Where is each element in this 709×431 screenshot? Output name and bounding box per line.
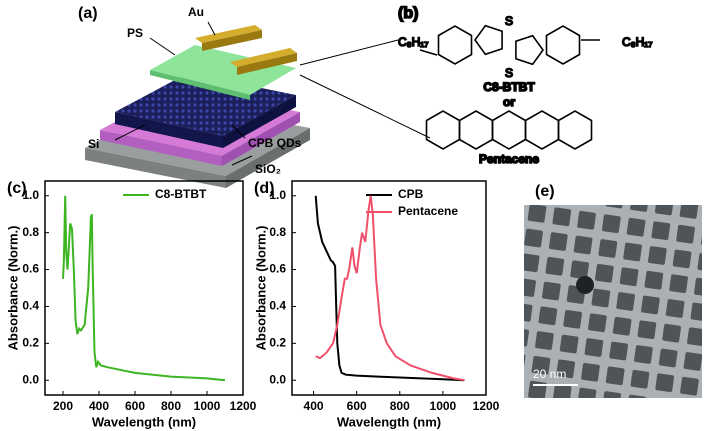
- connector-line: [299, 39, 399, 66]
- plot-frame: [44, 180, 244, 396]
- x-tick-label: 200: [53, 399, 73, 413]
- pointer: [149, 37, 176, 56]
- y-tick-label: 0.2: [269, 336, 286, 350]
- ring: [557, 110, 593, 150]
- bond: [419, 49, 438, 56]
- plot-frame: [291, 180, 487, 396]
- x-tick-label: 1000: [194, 399, 221, 413]
- au-electrode-side: [202, 30, 262, 51]
- y-tick-label: 1.0: [22, 188, 39, 202]
- data-line: [62, 195, 226, 382]
- scale-bar-label: 20 nm: [533, 367, 566, 381]
- au-electrode: [195, 25, 262, 43]
- substituent: C₈H₁₇: [622, 35, 652, 49]
- panel-label: (d): [254, 180, 274, 197]
- legend-label: CPB: [398, 187, 424, 201]
- atom: S: [505, 14, 513, 28]
- connector-word: or: [503, 95, 515, 109]
- y-tick-label: 0.0: [22, 372, 39, 386]
- legend-label: Pentacene: [398, 204, 458, 218]
- pointer: [231, 155, 253, 166]
- panel-label: (a): [78, 5, 98, 22]
- x-tick-label: 800: [161, 399, 181, 413]
- panel-label: (b): [398, 5, 418, 22]
- atom: S: [505, 66, 513, 80]
- pointer: [231, 124, 246, 139]
- ring: [458, 110, 494, 150]
- x-tick-label: 1000: [430, 399, 457, 413]
- ring: [545, 25, 581, 65]
- x-tick-label: 400: [89, 399, 109, 413]
- layer-label: Au: [188, 5, 204, 19]
- molecule-name: C8-BTBT: [483, 80, 535, 94]
- y-axis-title: Absorbance (Norm.): [253, 226, 268, 351]
- panel-label: (c): [7, 180, 27, 197]
- x-tick-label: 800: [390, 399, 410, 413]
- layer-label: SiO₂: [255, 162, 281, 176]
- y-tick-label: 0.4: [269, 299, 286, 313]
- si-layer-side: [85, 148, 226, 188]
- y-tick-label: 0.8: [269, 225, 286, 239]
- layer-label: CPB QDs: [248, 136, 302, 150]
- tem-feature: [576, 276, 594, 294]
- tem-panel: (e) 20 nm: [524, 183, 702, 398]
- substituent: C₈H₁₇: [398, 35, 428, 49]
- data-line: [314, 195, 465, 382]
- x-axis-title: Wavelength (nm): [337, 414, 441, 429]
- ps-layer: [150, 45, 296, 95]
- device: (a) PS Au CPB QDs Si SiO₂: [78, 5, 431, 188]
- y-tick-label: 0.4: [22, 299, 39, 313]
- molecules: (b) C₈H₁₇ C₈H₁₇ S S C8-BTBT or Pentacene: [397, 4, 653, 167]
- sio2-layer-side: [100, 130, 222, 166]
- si-layer-side: [226, 128, 310, 188]
- ring: [491, 110, 527, 150]
- layer-label: Si: [88, 137, 99, 151]
- y-tick-label: 0.6: [269, 262, 286, 276]
- x-tick-label: 600: [347, 399, 367, 413]
- pointer: [207, 21, 216, 36]
- ring: [515, 34, 544, 66]
- ring: [425, 110, 461, 150]
- x-axis-title: Wavelength (nm): [92, 414, 196, 429]
- x-tick-label: 1200: [230, 399, 257, 413]
- layer-label: PS: [127, 26, 143, 40]
- y-tick-label: 0.8: [22, 225, 39, 239]
- y-tick-label: 0.2: [22, 336, 39, 350]
- ring: [474, 24, 503, 56]
- ring: [524, 110, 560, 150]
- tem-image: [524, 205, 702, 398]
- y-tick-label: 0.0: [269, 372, 286, 386]
- sio2-layer-side: [222, 112, 300, 166]
- ring: [437, 25, 473, 65]
- au-electrode: [230, 48, 297, 67]
- pointer: [114, 124, 146, 141]
- y-tick-label: 0.6: [22, 262, 39, 276]
- y-axis-title: Absorbance (Norm.): [5, 226, 20, 351]
- au-electrode-side: [237, 53, 297, 75]
- data-line: [315, 195, 465, 382]
- panel-label: (e): [535, 183, 555, 200]
- x-tick-label: 1200: [473, 399, 500, 413]
- ps-layer-side: [150, 70, 250, 100]
- qd-layer-side: [115, 112, 223, 148]
- connector-line: [299, 74, 431, 139]
- legend-label: C8-BTBT: [155, 187, 207, 201]
- molecule-name: Pentacene: [479, 152, 539, 166]
- x-tick-label: 600: [125, 399, 145, 413]
- x-tick-label: 400: [304, 399, 324, 413]
- y-tick-label: 1.0: [269, 188, 286, 202]
